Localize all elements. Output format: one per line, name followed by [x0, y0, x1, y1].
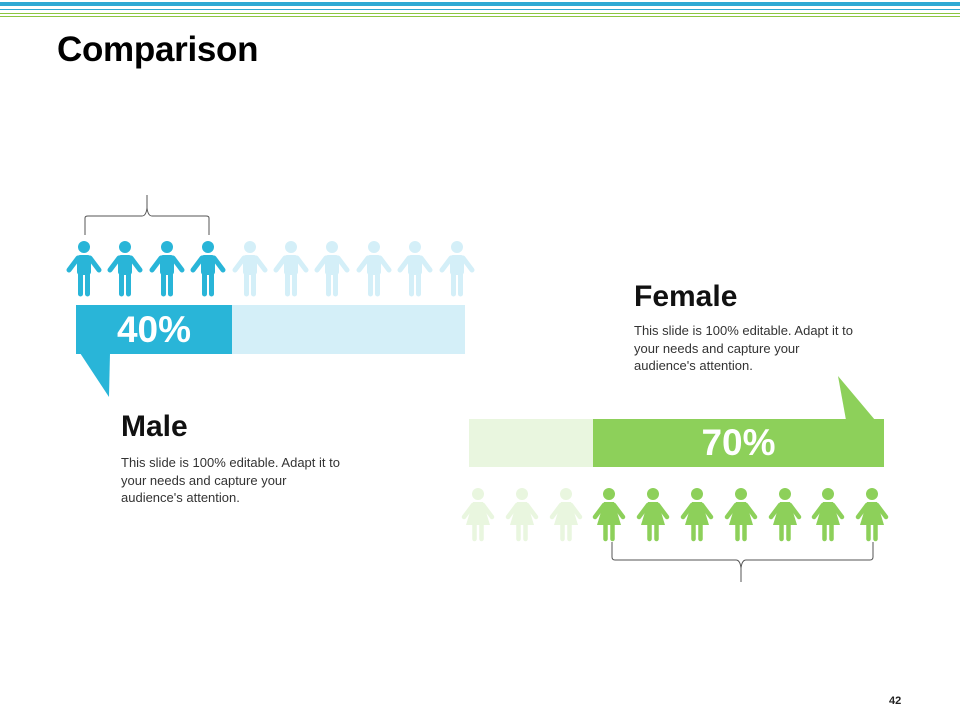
header-decoration: [0, 0, 960, 20]
woman-icon: [636, 488, 670, 542]
man-icon: [397, 241, 433, 297]
woman-icon: [812, 488, 845, 542]
male-bar-fill: [76, 305, 232, 354]
man-icon: [190, 241, 226, 297]
page-number: 42: [889, 695, 902, 707]
female-bracket: [611, 542, 874, 582]
male-heading: Male: [121, 410, 188, 443]
female-people-row: [458, 487, 898, 543]
page-title: Comparison: [57, 30, 259, 69]
female-callout-tail: [838, 376, 875, 420]
male-people-row: [64, 240, 476, 298]
woman-icon: [593, 488, 626, 542]
man-icon: [107, 241, 143, 297]
woman-icon: [505, 488, 539, 542]
woman-icon: [680, 488, 714, 542]
male-percent-label: 40%: [116, 308, 192, 350]
female-bar-fill: [593, 419, 884, 467]
woman-icon: [549, 488, 582, 542]
woman-icon: [855, 488, 889, 542]
male-callout-tail: [80, 353, 110, 397]
female-percent-label: 70%: [701, 422, 776, 463]
man-icon: [314, 241, 350, 297]
male-description: This slide is 100% editable. Adapt it to…: [121, 455, 340, 505]
man-icon: [66, 241, 102, 297]
man-icon: [149, 241, 185, 297]
female-heading: Female: [634, 280, 738, 313]
man-icon: [232, 241, 268, 297]
female-percentage-bar: 70%: [469, 419, 884, 467]
man-icon: [439, 241, 475, 297]
woman-icon: [461, 488, 495, 542]
female-description: This slide is 100% editable. Adapt it to…: [634, 323, 853, 373]
man-icon: [273, 241, 309, 297]
woman-icon: [768, 488, 801, 542]
man-icon: [356, 241, 392, 297]
male-bracket: [84, 195, 210, 235]
male-percentage-bar: 40%: [76, 305, 465, 354]
woman-icon: [724, 488, 758, 542]
